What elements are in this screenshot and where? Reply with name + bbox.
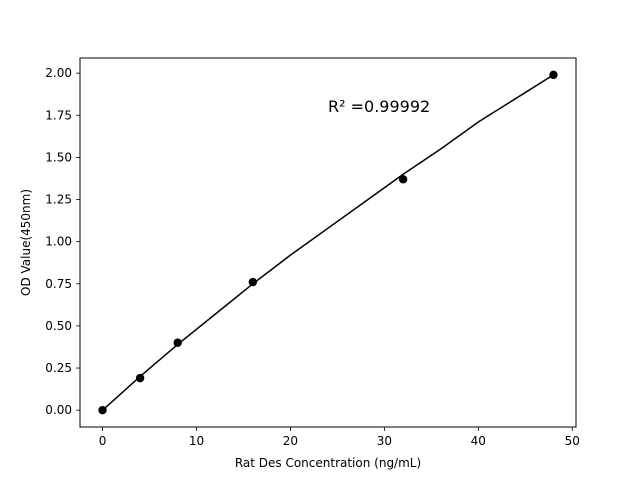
y-tick-label: 2.00 bbox=[45, 66, 72, 80]
points-layer bbox=[98, 70, 558, 415]
x-tick-label: 30 bbox=[377, 434, 392, 448]
y-tick-label: 1.50 bbox=[45, 150, 72, 164]
r-squared-annotation: R² =0.99992 bbox=[328, 97, 430, 116]
y-tick-label: 0.50 bbox=[45, 319, 72, 333]
plot-area-frame bbox=[79, 57, 577, 428]
x-axis-title: Rat Des Concentration (ng/mL) bbox=[235, 456, 421, 470]
x-tick-label: 40 bbox=[471, 434, 486, 448]
data-point bbox=[135, 373, 145, 383]
y-tick-label: 1.75 bbox=[45, 108, 72, 122]
y-tick-label: 1.25 bbox=[45, 193, 72, 207]
fit-curve bbox=[102, 74, 554, 411]
data-point bbox=[173, 338, 182, 347]
y-tick-label: 0.25 bbox=[45, 361, 72, 375]
x-tick-label: 20 bbox=[283, 434, 298, 448]
x-tick-label: 0 bbox=[99, 434, 107, 448]
data-point bbox=[398, 175, 408, 184]
ticks-layer: 0 10 20 30 40 50 0.00 0.25 0.50 0.75 1.00 1.25 1.50 1… bbox=[45, 66, 580, 448]
y-tick-label: 0.75 bbox=[45, 277, 72, 291]
x-tick-label: 50 bbox=[565, 434, 580, 448]
x-tick-label: 10 bbox=[189, 434, 204, 448]
data-point bbox=[549, 70, 558, 80]
data-point bbox=[98, 405, 107, 415]
y-axis-title: OD Value(450nm) bbox=[19, 189, 33, 296]
y-tick-label: 1.00 bbox=[45, 235, 72, 249]
y-tick-label: 0.00 bbox=[45, 403, 72, 417]
data-point bbox=[248, 277, 258, 287]
